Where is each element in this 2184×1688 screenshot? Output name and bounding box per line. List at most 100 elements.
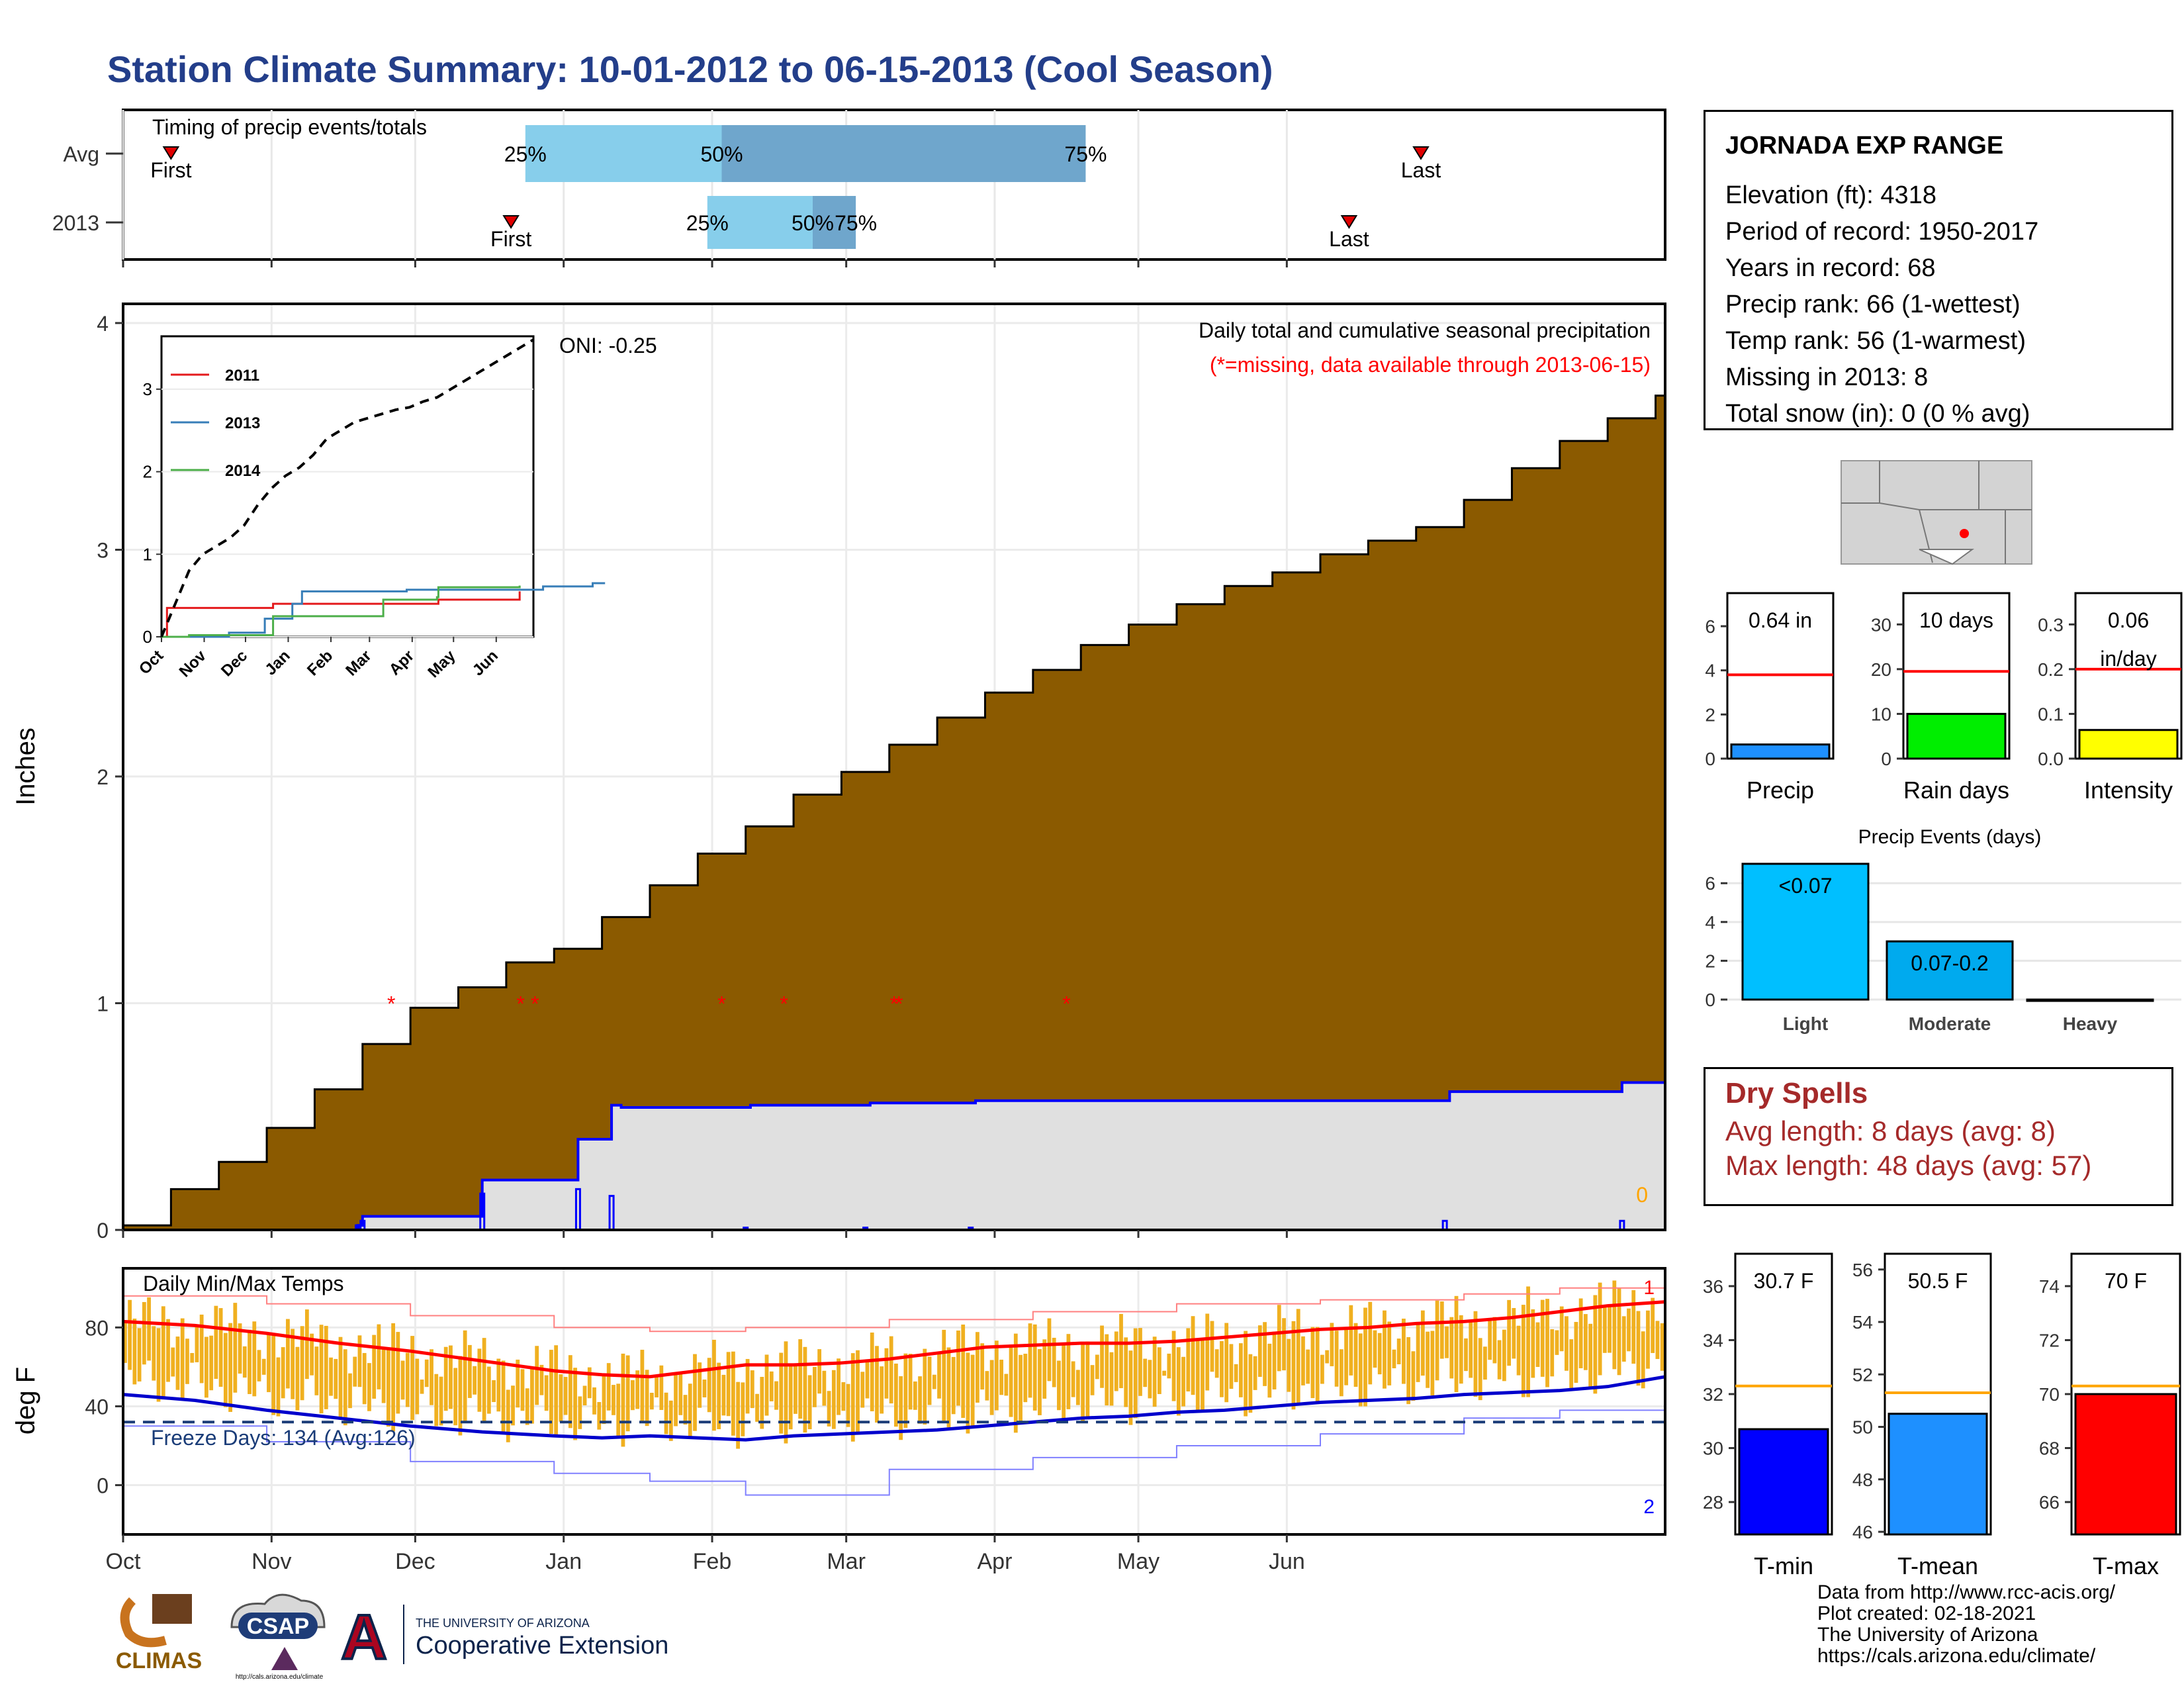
month-label: Oct (106, 1549, 141, 1574)
temp-daily-bar (286, 1319, 290, 1389)
temp-daily-bar (142, 1301, 146, 1365)
bar-intensity-ytick-label: 0.3 (2038, 614, 2064, 635)
timing-first-label: First (150, 158, 191, 182)
temp-daily-bar (482, 1338, 486, 1423)
timing-title: Timing of precip events/totals (152, 115, 427, 139)
temp-daily-bar (530, 1367, 534, 1424)
missing-day-marker: * (387, 992, 395, 1016)
temp-daily-bar (1119, 1313, 1123, 1389)
bar-tmin-ytick-label: 34 (1703, 1330, 1723, 1350)
temp-daily-bar (1062, 1343, 1066, 1421)
bar-tmin-value-bar (1738, 1428, 1829, 1536)
temp-daily-bar (520, 1369, 525, 1411)
temp-daily-bar (396, 1332, 400, 1414)
temp-daily-bar (180, 1318, 185, 1399)
temp-daily-bar (1545, 1299, 1549, 1387)
temp-daily-bar (1291, 1321, 1296, 1410)
timing-p75-label: 75% (1064, 142, 1107, 166)
temp-daily-bar (1535, 1322, 1540, 1367)
missing-day-marker: * (780, 992, 788, 1016)
temp-daily-bar (228, 1323, 232, 1412)
inset-ytick-label: 1 (143, 544, 152, 564)
temp-daily-bar (506, 1389, 510, 1442)
temp-daily-bar (837, 1358, 841, 1415)
temp-daily-bar (525, 1388, 529, 1425)
temp-daily-bar (314, 1346, 319, 1395)
event-bar-label: 0.07-0.2 (1911, 951, 1988, 975)
temp-daily-bar (1229, 1344, 1234, 1389)
temp-daily-bar (784, 1341, 788, 1444)
temp-daily-bar (1267, 1343, 1272, 1398)
temp-daily-bar (1651, 1297, 1655, 1353)
bar-intensity-ytick-label: 0.0 (2038, 749, 2064, 769)
temp-daily-bar (1220, 1340, 1224, 1397)
temp-daily-bar (880, 1366, 884, 1414)
temp-daily-bar (1540, 1299, 1545, 1377)
temp-daily-bar (649, 1392, 654, 1410)
temp-daily-bar (903, 1353, 908, 1429)
temp-daily-bar (693, 1354, 697, 1431)
timing-last-marker (1412, 146, 1430, 160)
missing-day-marker: * (1062, 992, 1070, 1016)
temp-daily-bar (242, 1346, 247, 1378)
bar-intensity-label-unit: in/day (2100, 647, 2156, 671)
bar-intensity-ytick-label: 0.2 (2038, 659, 2064, 680)
temp-daily-bar (1114, 1331, 1118, 1391)
temp-daily-bar (1469, 1321, 1473, 1378)
temp-daily-bar (1636, 1311, 1641, 1386)
temp-daily-bar (779, 1352, 784, 1434)
temp-daily-bar (1588, 1323, 1593, 1388)
temp-daily-bar (473, 1366, 477, 1395)
temp-daily-bar (774, 1381, 778, 1410)
temp-daily-bar (1244, 1331, 1248, 1417)
temp-daily-bar (175, 1336, 180, 1390)
precip-ylabel: Inches (11, 727, 40, 806)
inset-legend-label: 2014 (225, 462, 261, 480)
temp-daily-bar (769, 1371, 774, 1401)
temp-daily-bar (1023, 1354, 1028, 1403)
month-label: Feb (693, 1549, 732, 1574)
temp-daily-bar (1071, 1361, 1075, 1397)
temp-daily-bar (985, 1371, 989, 1401)
temp-daily-bar (415, 1358, 420, 1415)
bar-precip-value-bar (1730, 743, 1831, 760)
temp-daily-bar (357, 1335, 362, 1387)
station-precip-rank: Precip rank: 66 (1-wettest) (1725, 291, 2021, 318)
temp-daily-bar (956, 1330, 960, 1406)
temp-corner-top: 1 (1643, 1277, 1655, 1299)
temp-daily-bar (1306, 1349, 1310, 1384)
temp-daily-bar (1516, 1325, 1521, 1376)
temp-daily-bar (937, 1352, 941, 1399)
timing-first-label: First (490, 227, 531, 251)
event-category-label: Moderate (1909, 1013, 1991, 1034)
temp-daily-bar (846, 1383, 850, 1427)
bar-intensity-value-bar (2078, 729, 2179, 760)
temp-daily-bar (496, 1358, 501, 1412)
oni-annotation: ONI: -0.25 (559, 334, 657, 357)
temp-daily-bar (602, 1376, 606, 1425)
temp-daily-bar (257, 1350, 261, 1382)
temp-daily-bar (966, 1352, 970, 1434)
temp-panel-frame (122, 1267, 1666, 1536)
temp-daily-bar (391, 1323, 396, 1432)
locator-map (1841, 460, 2032, 565)
timing-bar-25-50 (525, 125, 722, 182)
temp-daily-bar (817, 1349, 822, 1394)
temp-daily-bar (386, 1348, 390, 1427)
inset-frame (160, 335, 535, 638)
temp-daily-bar (147, 1297, 151, 1361)
temp-daily-bar (443, 1346, 448, 1411)
temp-daily-bar (923, 1348, 927, 1425)
temp-daily-bar (989, 1360, 994, 1415)
temp-daily-bar (195, 1327, 199, 1362)
temp-daily-bar (405, 1352, 410, 1407)
temp-daily-bar (1315, 1327, 1320, 1403)
temp-daily-bar (261, 1358, 266, 1375)
temp-daily-bar (1253, 1356, 1257, 1390)
temp-daily-bar (884, 1348, 889, 1399)
temp-daily-bar (1162, 1370, 1167, 1376)
missing-day-marker: * (717, 992, 725, 1016)
temp-daily-bar (1411, 1351, 1416, 1401)
station-missing: Missing in 2013: 8 (1725, 363, 1929, 391)
missing-day-marker: * (895, 992, 903, 1016)
